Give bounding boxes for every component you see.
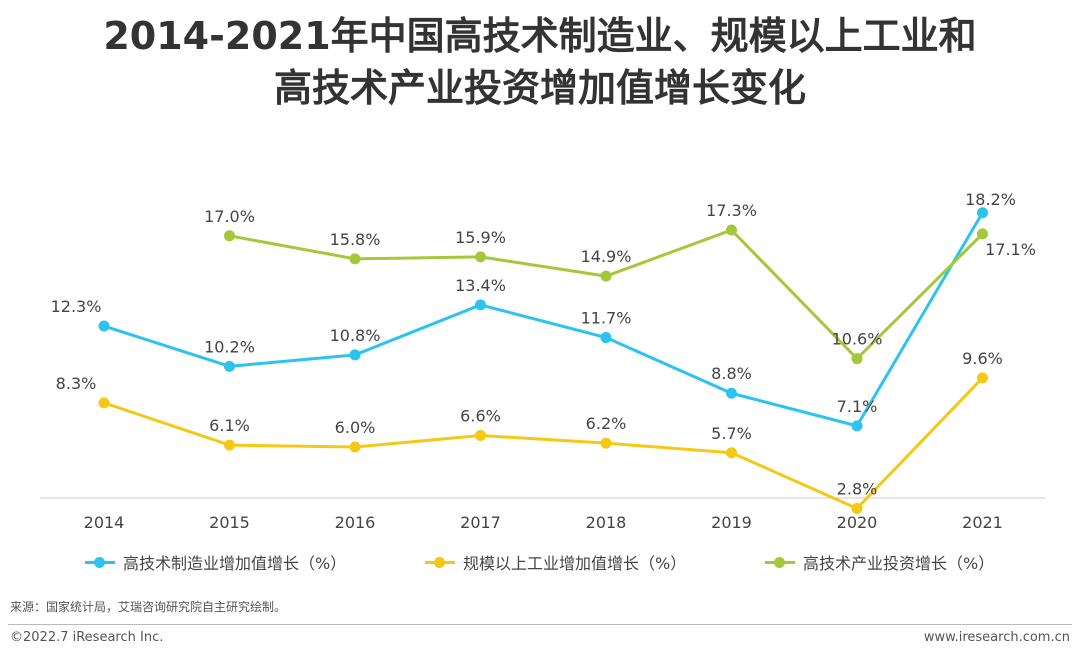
data-point <box>349 441 361 453</box>
series-line-1 <box>103 211 984 428</box>
data-label: 13.4% <box>455 276 506 295</box>
data-point <box>600 332 612 344</box>
data-label: 6.6% <box>460 406 501 425</box>
data-label: 6.2% <box>586 414 627 433</box>
data-label: 11.7% <box>581 309 632 328</box>
data-label: 17.3% <box>706 201 757 220</box>
data-point <box>726 447 737 459</box>
data-label: 5.7% <box>711 424 752 443</box>
data-label: 6.0% <box>335 418 376 437</box>
chart-title-line-1: 2014-2021年中国高技术制造业、规模以上工业和 <box>103 14 977 58</box>
legend-swatch-dot <box>434 556 445 568</box>
series-line-2 <box>103 376 984 510</box>
data-point <box>475 429 486 441</box>
data-point <box>475 299 486 311</box>
data-label: 7.1% <box>837 397 878 416</box>
data-point <box>977 228 988 240</box>
data-label: 12.3% <box>51 297 102 316</box>
data-point <box>98 397 110 409</box>
copyright-text: ©2022.7 iResearch Inc. <box>10 630 164 645</box>
legend-item-high-tech-manufacturing: 高技术制造业增加值增长（%） <box>85 550 346 574</box>
data-point <box>977 207 988 219</box>
x-tick-label: 2014 <box>84 513 125 532</box>
x-tick-label: 2016 <box>335 513 376 532</box>
data-point <box>98 320 110 332</box>
x-tick-label: 2018 <box>586 513 627 532</box>
legend-swatch-dot <box>94 556 105 568</box>
legend-label: 规模以上工业增加值增长（%） <box>463 554 687 573</box>
x-tick-label: 2019 <box>711 513 752 532</box>
x-tick-label: 2021 <box>962 513 1003 532</box>
data-label: 17.1% <box>985 240 1036 259</box>
chart-title: 2014-2021年中国高技术制造业、规模以上工业和 高技术产业投资增加值增长变… <box>0 10 1080 114</box>
data-label: 6.1% <box>209 416 250 435</box>
data-label: 18.2% <box>965 190 1016 209</box>
x-tick-label: 2015 <box>209 513 250 532</box>
legend-swatch-line <box>765 556 795 568</box>
data-point <box>600 437 612 449</box>
data-label: 10.6% <box>832 330 883 349</box>
line-chart: 2014 2015 2016 2017 2018 2019 2020 2021 12.3% 10… <box>40 190 1045 532</box>
data-label: 8.3% <box>56 374 97 393</box>
data-point <box>475 251 486 263</box>
legend-swatch-line <box>425 556 455 568</box>
data-point <box>349 349 361 361</box>
data-point <box>851 353 863 365</box>
data-point <box>224 439 235 451</box>
data-label: 9.6% <box>962 349 1003 368</box>
x-tick-label: 2017 <box>460 513 501 532</box>
chart-legend: 高技术制造业增加值增长（%） 规模以上工业增加值增长（%） 高技术产业投资增长（… <box>0 550 1080 580</box>
legend-item-high-tech-investment: 高技术产业投资增长（%） <box>765 550 994 574</box>
website-link[interactable]: www.iresearch.com.cn <box>923 630 1070 645</box>
legend-label: 高技术产业投资增长（%） <box>803 554 995 573</box>
data-point <box>600 270 612 282</box>
data-point <box>977 372 988 384</box>
legend-item-industrial-above-scale: 规模以上工业增加值增长（%） <box>425 550 686 574</box>
data-point <box>726 224 737 236</box>
x-tick-label: 2020 <box>837 513 878 532</box>
legend-swatch-line <box>85 556 115 568</box>
data-label: 8.8% <box>711 364 752 383</box>
data-label: 10.8% <box>330 326 381 345</box>
legend-swatch-dot <box>774 556 785 568</box>
data-label: 15.8% <box>330 230 381 249</box>
data-point <box>851 420 863 432</box>
footer-divider <box>8 624 1072 625</box>
chart-title-line-2: 高技术产业投资增加值增长变化 <box>273 66 806 110</box>
source-note: 来源：国家统计局，艾瑞咨询研究院自主研究绘制。 <box>10 600 287 614</box>
data-point <box>349 253 361 265</box>
data-label: 17.0% <box>204 207 255 226</box>
data-point <box>726 387 737 399</box>
data-point <box>224 360 235 372</box>
legend-label: 高技术制造业增加值增长（%） <box>123 554 347 573</box>
data-label: 2.8% <box>837 479 878 498</box>
data-point <box>224 230 235 242</box>
data-label: 15.9% <box>455 228 506 247</box>
data-label: 14.9% <box>581 247 632 266</box>
data-point <box>851 502 863 514</box>
data-label: 10.2% <box>204 337 255 356</box>
